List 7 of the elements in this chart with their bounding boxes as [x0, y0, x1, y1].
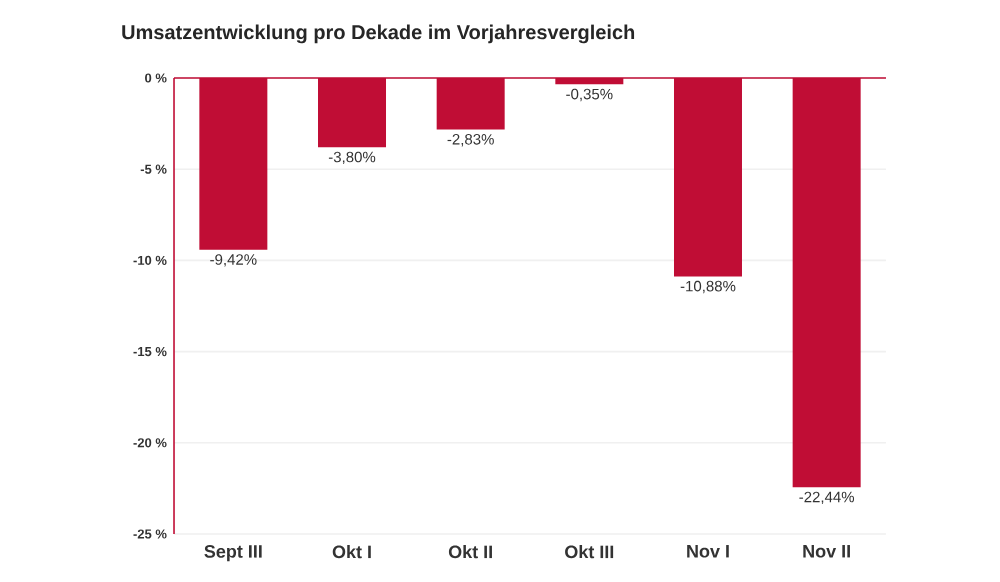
x-tick-label: Nov I [687, 545, 729, 558]
chart-title: Umsatzentwicklung pro Dekade im Vorjahresvergleich [122, 24, 635, 44]
x-tick-label: Okt III [565, 545, 614, 559]
x-tick-label: Okt II [448, 545, 492, 559]
x-tick-label: Nov II [803, 545, 850, 558]
x-tick-label: Sept III [204, 545, 262, 562]
x-tick-label: Okt I [332, 545, 371, 559]
